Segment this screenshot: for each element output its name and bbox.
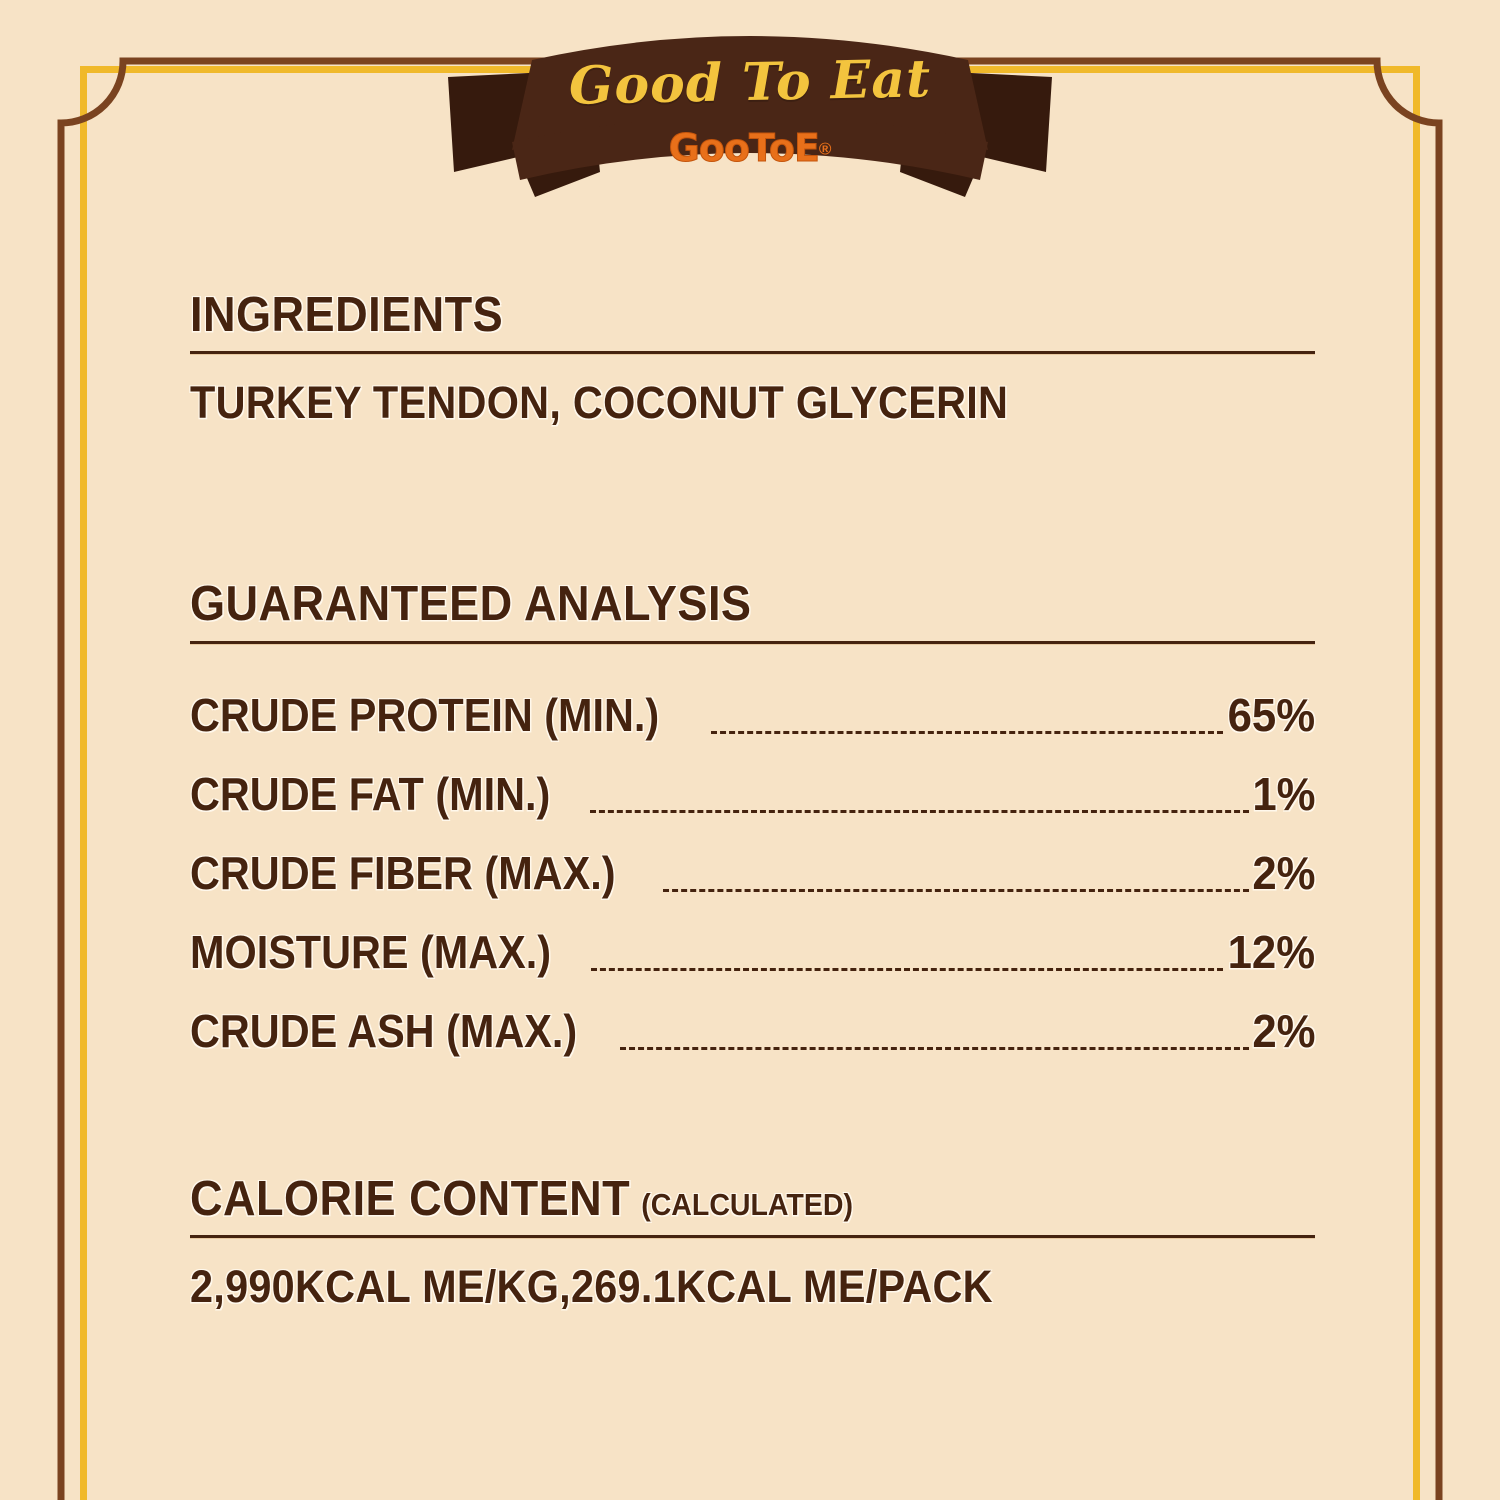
brand-logo-text: GooToE: [668, 126, 820, 171]
table-row: CRUDE FIBER (MAX.) 2%: [190, 817, 1315, 896]
calorie-content-divider: [190, 1235, 1315, 1240]
brand-banner: Good To Eat GooToE®: [440, 22, 1060, 212]
analysis-label: CRUDE ASH (MAX.): [190, 1004, 578, 1057]
leader-dots: [620, 1046, 1249, 1050]
label-content: INGREDIENTS TURKEY TENDON, COCONUT GLYCE…: [190, 288, 1315, 1313]
analysis-value: 65%: [1227, 688, 1315, 741]
leader-dots: [591, 967, 1223, 971]
table-row: CRUDE FAT (MIN.) 1%: [190, 738, 1315, 817]
analysis-value: 2%: [1251, 846, 1315, 899]
analysis-table: CRUDE PROTEIN (MIN.) 65% CRUDE FAT (MIN.…: [190, 659, 1315, 1054]
analysis-value: 2%: [1251, 1004, 1315, 1057]
banner-title: Good To Eat: [568, 48, 932, 117]
calorie-content-heading-suffix: (CALCULATED): [641, 1186, 853, 1222]
section-guaranteed-analysis: GUARANTEED ANALYSIS CRUDE PROTEIN (MIN.)…: [190, 577, 1315, 1054]
section-spacer: [190, 429, 1315, 579]
leader-dots: [711, 730, 1223, 734]
analysis-label: CRUDE FAT (MIN.): [190, 767, 551, 820]
analysis-label: CRUDE PROTEIN (MIN.): [190, 688, 660, 741]
section-calorie-content: CALORIE CONTENT (CALCULATED) 2,990KCAL ME…: [190, 1171, 1315, 1313]
registered-trademark-icon: ®: [818, 139, 832, 159]
ingredients-list: TURKEY TENDON, COCONUT GLYCERIN: [190, 377, 1009, 429]
banner-ribbon-shape: [448, 36, 1052, 197]
ingredients-heading: INGREDIENTS: [190, 288, 504, 342]
leader-dots: [662, 888, 1249, 892]
calorie-content-heading: CALORIE CONTENT (CALCULATED): [190, 1171, 1225, 1226]
analysis-value: 1%: [1251, 767, 1315, 820]
guaranteed-analysis-heading: GUARANTEED ANALYSIS: [190, 577, 752, 632]
section-spacer: [190, 1054, 1315, 1174]
calorie-content-heading-main: CALORIE CONTENT: [190, 1171, 631, 1226]
analysis-label: MOISTURE (MAX.): [190, 925, 552, 978]
analysis-label: CRUDE FIBER (MAX.): [190, 846, 616, 899]
calorie-content-value: 2,990KCAL ME/KG,269.1KCAL ME/PACK: [190, 1261, 993, 1313]
leader-dots: [590, 809, 1249, 813]
section-ingredients: INGREDIENTS TURKEY TENDON, COCONUT GLYCE…: [190, 288, 1315, 429]
guaranteed-analysis-divider: [190, 640, 1315, 645]
ingredients-divider: [190, 351, 1315, 356]
analysis-value: 12%: [1227, 925, 1315, 978]
table-row: MOISTURE (MAX.) 12%: [190, 896, 1315, 975]
brand-logo: GooToE®: [440, 126, 1060, 171]
table-row: CRUDE PROTEIN (MIN.) 65%: [190, 659, 1315, 738]
table-row: CRUDE ASH (MAX.) 2%: [190, 975, 1315, 1054]
